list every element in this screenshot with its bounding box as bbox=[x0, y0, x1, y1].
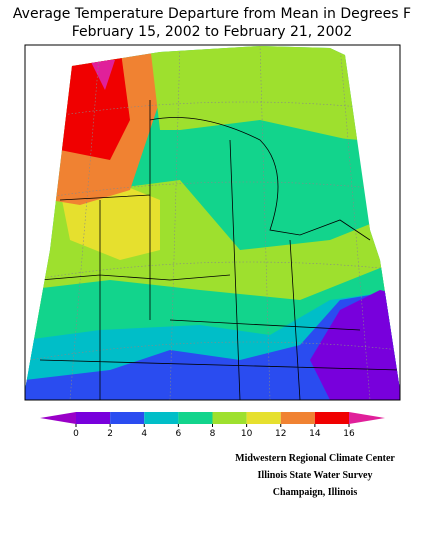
title-line: Average Temperature Departure from Mean … bbox=[13, 6, 411, 22]
legend-bin bbox=[110, 412, 145, 424]
legend-bin bbox=[246, 412, 281, 424]
legend-arrow-high bbox=[349, 412, 385, 424]
legend-tick-label: 2 bbox=[107, 429, 113, 439]
legend-tick-label: 4 bbox=[141, 429, 147, 439]
legend-tick-label: 6 bbox=[176, 429, 182, 439]
legend-bin bbox=[314, 412, 349, 424]
credit-line: Illinois State Water Survey bbox=[258, 470, 373, 481]
legend-tick-label: 14 bbox=[309, 429, 321, 439]
legend-tick-label: 0 bbox=[73, 429, 79, 439]
legend-bin bbox=[280, 412, 315, 424]
legend-tick-label: 8 bbox=[210, 429, 216, 439]
credit-line: Champaign, Illinois bbox=[273, 487, 358, 498]
map-fill bbox=[25, 46, 400, 400]
legend-bin bbox=[76, 412, 111, 424]
title-line: February 15, 2002 to February 21, 2002 bbox=[72, 24, 353, 40]
legend-bin bbox=[144, 412, 179, 424]
legend-tick-label: 16 bbox=[343, 429, 355, 439]
legend-tick-label: 12 bbox=[275, 429, 286, 439]
legend-bin bbox=[178, 412, 213, 424]
legend-tick-label: 10 bbox=[241, 429, 253, 439]
map-border bbox=[24, 44, 401, 401]
legend-bin bbox=[212, 412, 247, 424]
legend-arrow-low bbox=[40, 412, 76, 424]
color-legend: 0 2 4 6 8 10 12 14 16 bbox=[40, 412, 385, 439]
credit-line: Midwestern Regional Climate Center bbox=[235, 453, 395, 464]
